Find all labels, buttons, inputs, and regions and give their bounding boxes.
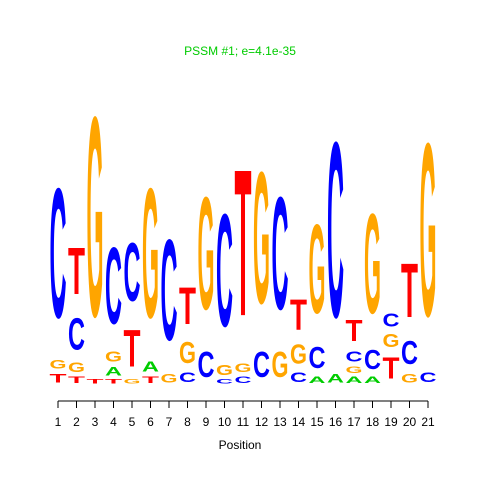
x-tick-label: 19 — [384, 415, 398, 429]
logo-letter: C — [161, 208, 178, 370]
logo-letter: C — [327, 90, 344, 370]
logo-letter: C — [105, 224, 122, 347]
x-tick-label: 1 — [55, 415, 62, 429]
x-tick-label: 2 — [73, 415, 80, 429]
logo-letter: C — [179, 371, 196, 386]
x-tick-label: 7 — [166, 415, 173, 429]
logo-letter: C — [216, 378, 233, 385]
logo-letter: T — [68, 375, 85, 385]
logo-letter: A — [105, 365, 123, 379]
logo-letter: A — [364, 375, 381, 385]
logo-letter: G — [216, 361, 233, 378]
logo-letter: G — [161, 371, 178, 385]
logo-letter: C — [420, 371, 437, 386]
x-tick-label: 9 — [203, 415, 210, 429]
x-tick-label: 18 — [366, 415, 380, 429]
logo-letter: C — [401, 335, 418, 372]
logo-letter: T — [142, 375, 159, 385]
x-tick-label: 8 — [184, 415, 191, 429]
x-tick-label: 20 — [403, 415, 417, 429]
logo-letter: G — [290, 340, 307, 370]
logo-letter: T — [235, 126, 252, 360]
chart-title: PSSM #1; e=4.1e-35 — [184, 44, 296, 58]
logo-letter: G — [124, 378, 141, 385]
logo-letter: T — [179, 276, 196, 335]
logo-letter: C — [383, 311, 400, 331]
logo-letter: G — [346, 365, 363, 375]
logo-letter: T — [105, 379, 123, 386]
logo-letter: G — [272, 345, 289, 385]
logo-letter: G — [253, 134, 270, 343]
x-tick-label: 6 — [147, 415, 154, 429]
logo-letter: G — [309, 198, 326, 340]
logo-letter: C — [309, 340, 326, 375]
x-tick-label: 10 — [218, 415, 232, 429]
logo-letter: T — [290, 290, 307, 339]
logo-letter: G — [179, 335, 196, 369]
x-tick-label: 21 — [421, 415, 435, 429]
x-tick-label: 5 — [129, 415, 136, 429]
logo-letter: A — [142, 358, 159, 375]
logo-letter: G — [420, 93, 437, 369]
logo-letter: A — [309, 375, 326, 385]
logo-letter: C — [198, 345, 215, 385]
logo-letter: T — [50, 372, 67, 386]
x-tick-label: 14 — [292, 415, 306, 429]
logo-letter: T — [383, 352, 400, 385]
logo-letter: T — [68, 234, 85, 308]
x-tick-label: 12 — [255, 415, 269, 429]
x-tick-label: 11 — [237, 415, 250, 429]
x-tick-label: 4 — [110, 415, 117, 429]
logo-letter: C — [50, 150, 67, 356]
logo-letter: C — [364, 345, 381, 375]
logo-letter: C — [290, 371, 307, 386]
x-tick-label: 17 — [347, 415, 361, 429]
logo-letter: A — [346, 375, 363, 385]
logo-letter: G — [105, 348, 122, 365]
x-axis-label: Position — [219, 438, 262, 452]
logo-letter: C — [68, 308, 85, 360]
logo-letter: C — [253, 345, 270, 385]
logo-letter: C — [346, 348, 363, 365]
x-tick-label: 13 — [273, 415, 287, 429]
logo-letter: C — [235, 375, 252, 385]
logo-letter: A — [327, 371, 345, 385]
logo-letter: G — [401, 371, 418, 385]
logo-letter: G — [235, 361, 252, 375]
logo-letter: G — [87, 57, 104, 376]
logo-letter: G — [198, 164, 215, 343]
logo-letter: C — [124, 224, 141, 318]
logo-letter: G — [68, 360, 85, 375]
logo-letter: G — [364, 184, 381, 343]
logo-letter: T — [346, 315, 363, 348]
logo-letter: G — [383, 332, 400, 352]
logo-letter: C — [272, 165, 289, 344]
x-tick-label: 16 — [329, 415, 343, 429]
logo-letter: C — [216, 182, 233, 361]
logo-letter: G — [142, 150, 159, 356]
x-tick-label: 3 — [92, 415, 99, 429]
logo-letter: T — [87, 379, 105, 386]
logo-letter: G — [50, 358, 67, 372]
x-tick-label: 15 — [310, 415, 324, 429]
logo-letter: T — [401, 248, 418, 335]
logo-letter: T — [124, 319, 141, 378]
